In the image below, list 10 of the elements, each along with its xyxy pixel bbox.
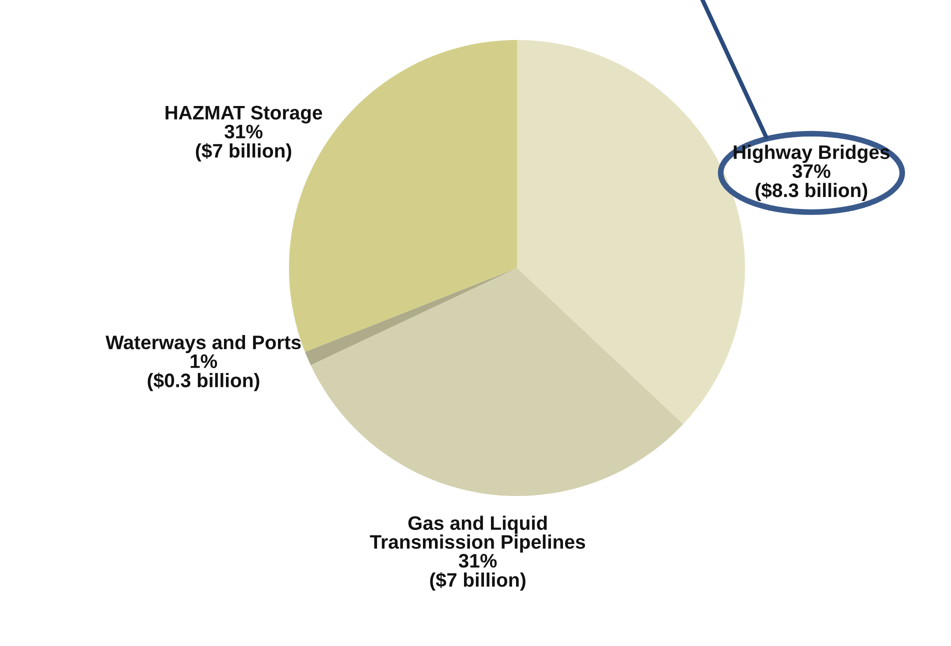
data-label: 31% ($7 billion): [196, 124, 292, 162]
slice-label: HAZMAT Storage: [166, 106, 322, 124]
slice-label: Highway Bridges: [734, 144, 890, 164]
data-label: 31% ($7 billion): [430, 554, 526, 591]
slice-label: Gas and Liquid Transmission Pipelines: [370, 516, 586, 553]
data-label: 37% ($8.3 billion): [756, 164, 868, 202]
data-label: 1% ($0.3 billion): [148, 354, 260, 392]
slice-label: Waterways and Ports: [106, 335, 301, 354]
pie-slice: [310, 268, 684, 496]
pie-slice: [305, 268, 517, 366]
